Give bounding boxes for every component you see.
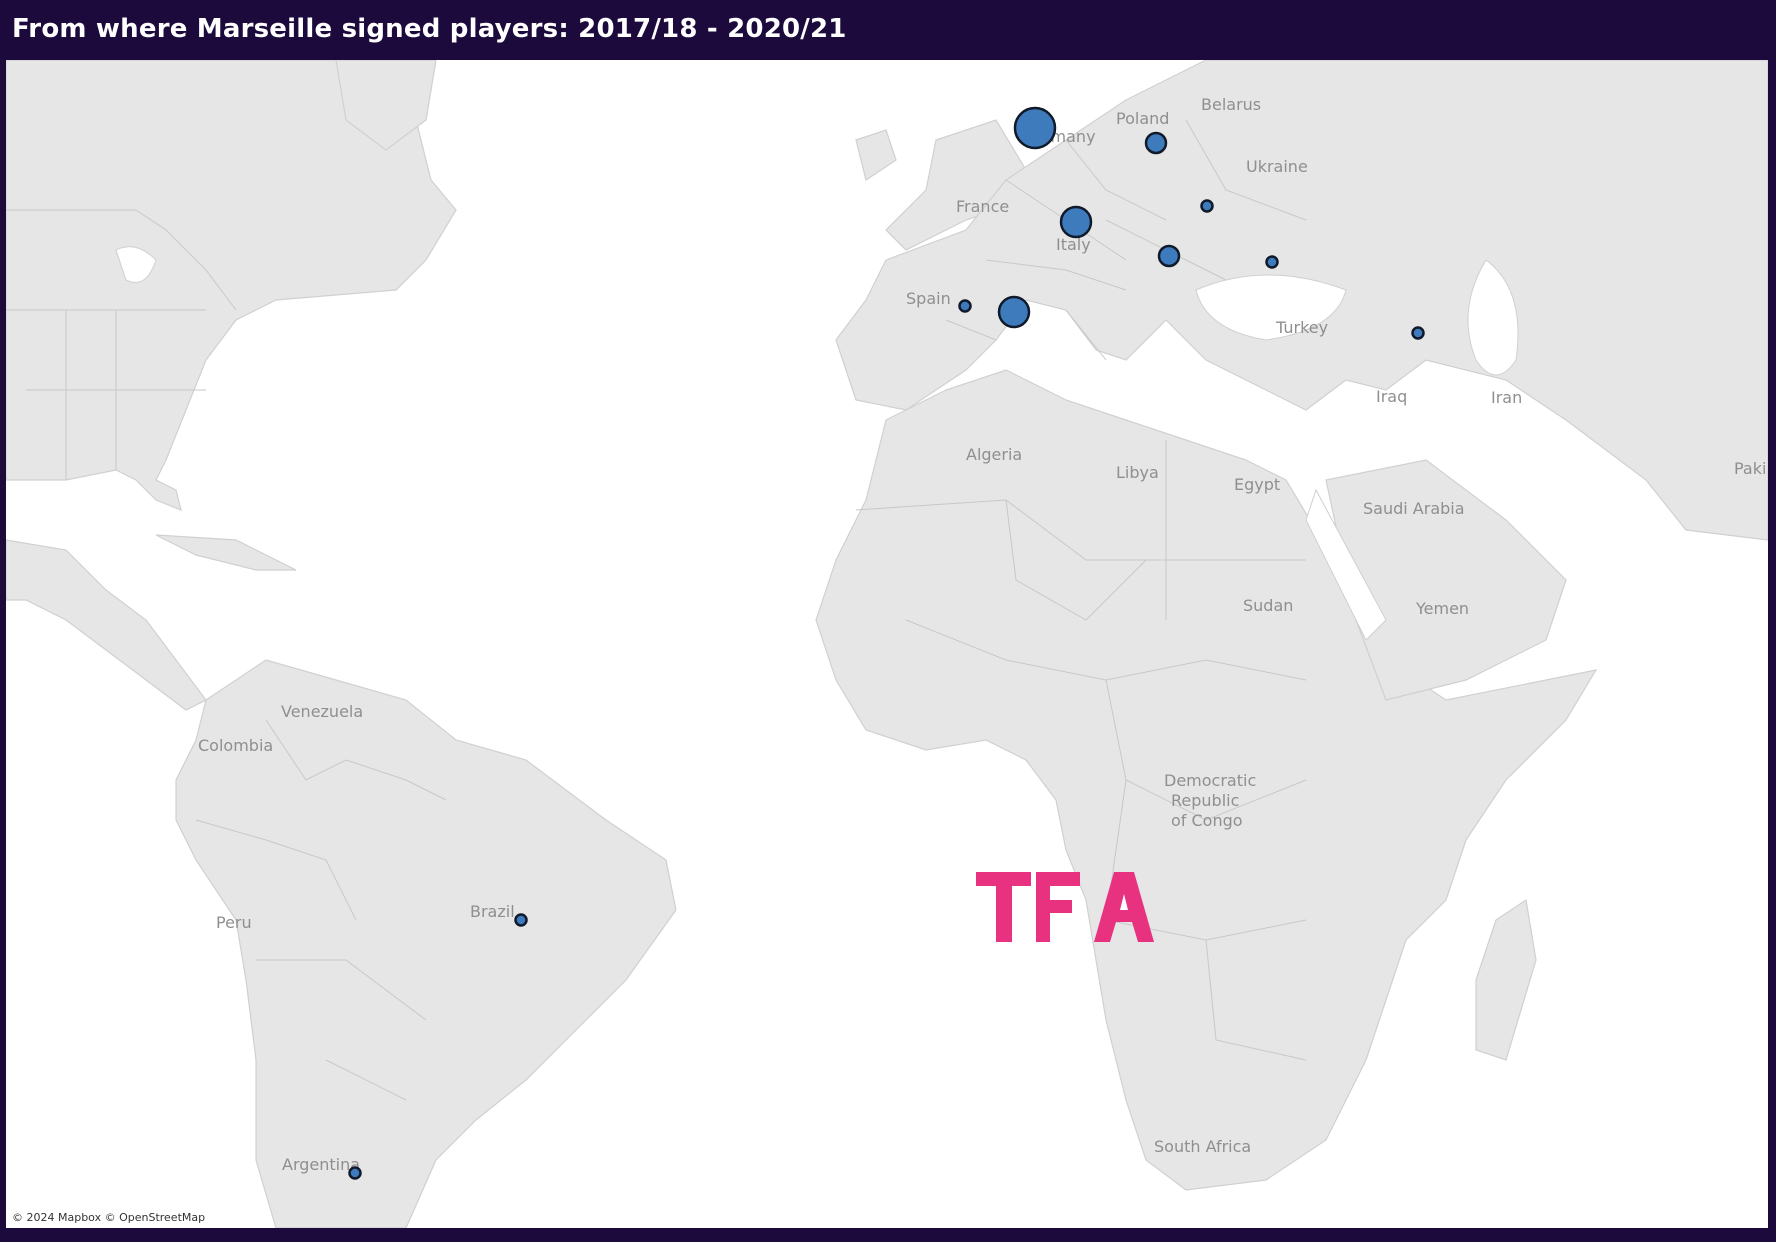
label-algeria: Algeria — [966, 445, 1022, 464]
label-peru: Peru — [216, 913, 252, 932]
land-ireland — [855, 129, 897, 181]
label-drc-line: Republic — [1171, 791, 1239, 810]
bottom-bar — [0, 1228, 1776, 1242]
label-iran: Iran — [1491, 388, 1522, 407]
label-poland: Poland — [1116, 109, 1169, 128]
label-turkey: Turkey — [1275, 318, 1328, 337]
marker-portugal[interactable] — [958, 299, 972, 313]
map-canvas: Poland Belarus Germany Ukraine France It… — [6, 60, 1768, 1228]
label-drc-line: of Congo — [1171, 811, 1243, 830]
label-egypt: Egypt — [1234, 475, 1280, 494]
label-brazil: Brazil — [470, 902, 515, 921]
tfa-logo — [976, 872, 1154, 942]
marker-austria[interactable] — [1200, 199, 1214, 213]
land-arabia — [1325, 459, 1567, 701]
label-drc: Democratic Republic of Congo — [1164, 771, 1261, 830]
land-north-america — [6, 60, 457, 511]
marker-brazil[interactable] — [514, 913, 528, 927]
label-argentina: Argentina — [282, 1155, 360, 1174]
marker-argentina[interactable] — [348, 1166, 362, 1180]
label-sudan: Sudan — [1243, 596, 1293, 615]
label-italy: Italy — [1056, 235, 1091, 254]
label-venezuela: Venezuela — [281, 702, 363, 721]
marker-turkey[interactable] — [1411, 326, 1425, 340]
land-cuba — [155, 534, 297, 571]
land-africa — [815, 369, 1598, 1191]
label-south-africa: South Africa — [1154, 1137, 1251, 1156]
title-bar: From where Marseille signed players: 201… — [0, 0, 1776, 59]
marker-france[interactable] — [1059, 205, 1093, 239]
label-libya: Libya — [1116, 463, 1159, 482]
label-drc-line: Democratic — [1164, 771, 1256, 790]
marker-england[interactable] — [1013, 106, 1057, 150]
map-attribution[interactable]: © 2024 Mapbox © OpenStreetMap — [12, 1211, 206, 1224]
label-yemen: Yemen — [1415, 599, 1469, 618]
label-france: France — [956, 197, 1009, 216]
land-greenland — [335, 60, 437, 151]
land-madagascar — [1475, 898, 1537, 1061]
map-title: From where Marseille signed players: 201… — [12, 14, 847, 44]
label-belarus: Belarus — [1201, 95, 1261, 114]
marker-serbia[interactable] — [1265, 255, 1279, 269]
marker-italy[interactable] — [1157, 244, 1181, 268]
label-saudi-arabia: Saudi Arabia — [1363, 499, 1465, 518]
land-south-america — [175, 659, 677, 1228]
label-iraq: Iraq — [1376, 387, 1407, 406]
label-spain: Spain — [906, 289, 951, 308]
land-central-america — [6, 539, 207, 711]
label-pakistan: Paki — [1734, 459, 1766, 478]
land-europe — [885, 119, 1027, 251]
world-map[interactable]: Poland Belarus Germany Ukraine France It… — [6, 60, 1768, 1228]
label-ukraine: Ukraine — [1246, 157, 1308, 176]
marker-spain[interactable] — [997, 295, 1031, 329]
marker-germany[interactable] — [1144, 131, 1168, 155]
label-colombia: Colombia — [198, 736, 273, 755]
